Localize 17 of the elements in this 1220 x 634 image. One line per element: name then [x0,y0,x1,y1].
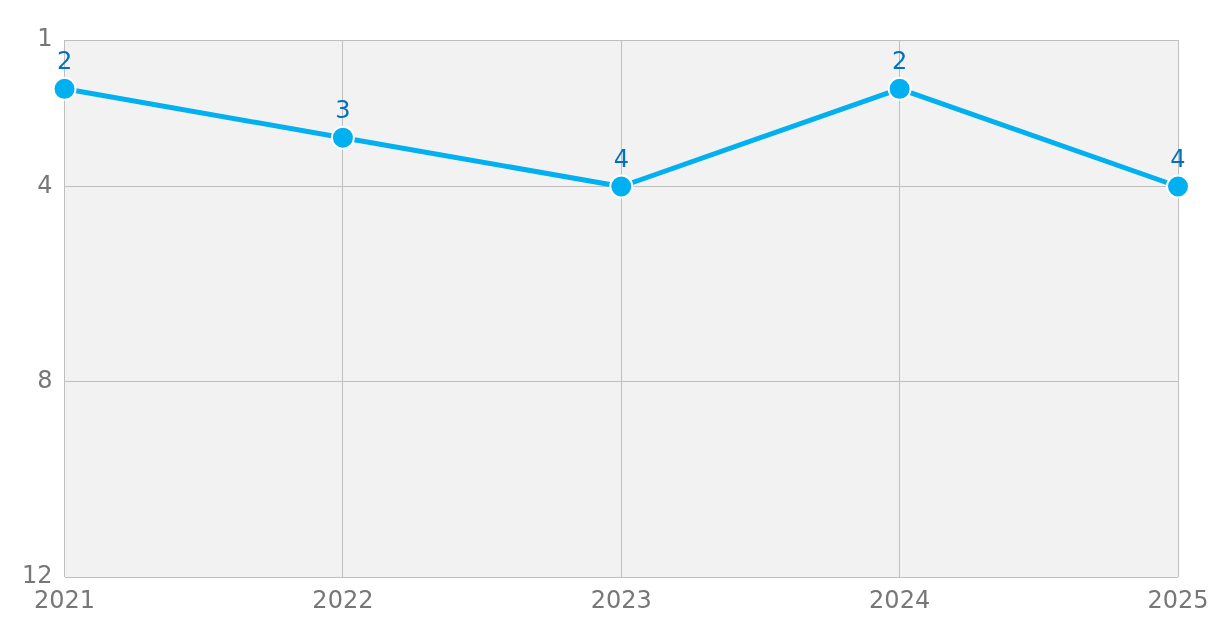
x-tick-label: 2025 [1147,585,1209,614]
y-tick-label: 4 [37,170,53,199]
x-tick-label: 2024 [869,585,931,614]
data-label: 3 [335,95,351,124]
y-tick-label: 1 [37,24,53,53]
data-label: 4 [613,144,629,173]
data-label: 4 [1170,144,1186,173]
x-tick-label: 2023 [590,585,652,614]
point [52,76,77,101]
y-tick-label: 8 [37,366,53,395]
point [609,174,634,199]
data-label: 2 [56,47,73,76]
point [887,76,912,101]
data-label: 2 [891,47,908,76]
point [1166,174,1190,199]
point [330,125,355,150]
x-tick-label: 2022 [312,585,374,614]
